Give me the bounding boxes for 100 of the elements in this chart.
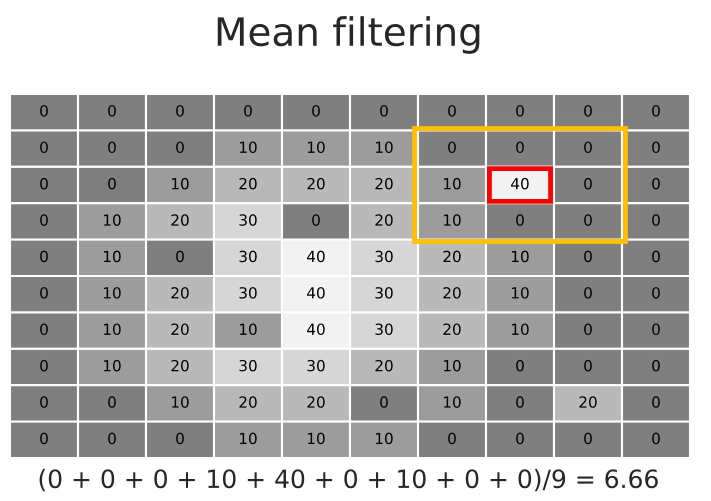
data-label: 20	[171, 323, 189, 336]
data-label: 10	[308, 432, 325, 444]
data-label: 0	[380, 105, 388, 117]
data-label: 0	[176, 432, 184, 444]
data-label: 30	[239, 214, 257, 226]
data-label: 0	[584, 323, 592, 336]
data-label: 0	[448, 105, 456, 117]
data-label: 20	[375, 214, 393, 226]
data-label: 0	[176, 105, 184, 117]
data-label: 0	[176, 250, 184, 262]
data-label: 0	[516, 214, 524, 226]
data-label: 30	[307, 360, 325, 372]
data-label: 0	[652, 360, 660, 372]
data-label: 0	[40, 250, 48, 262]
data-label: 10	[444, 214, 461, 226]
data-label: 0	[652, 432, 660, 444]
data-label: 0	[176, 141, 184, 154]
chart-title: Mean filtering	[218, 16, 480, 54]
data-label: 0	[244, 105, 252, 117]
data-label: 0	[40, 178, 48, 190]
data-label: 20	[443, 287, 461, 299]
data-label: 10	[104, 287, 121, 299]
data-label: 0	[448, 432, 456, 444]
data-label: 0	[652, 178, 660, 190]
data-label: 10	[308, 141, 325, 154]
data-label: 40	[307, 287, 325, 299]
data-label: 10	[376, 432, 393, 444]
data-label: 0	[40, 360, 48, 372]
data-label: 0	[516, 360, 524, 372]
data-label: 0	[40, 214, 48, 226]
data-label: 0	[108, 396, 116, 408]
data-label: 0	[108, 105, 116, 117]
data-label: 0	[652, 287, 660, 299]
data-label: 10	[104, 323, 121, 336]
data-label: 0	[584, 105, 592, 117]
data-label: 10	[512, 250, 529, 262]
data-label: 10	[444, 360, 461, 372]
data-label: 0	[448, 141, 456, 154]
data-label: 0	[652, 105, 660, 117]
data-label: 0	[652, 141, 660, 154]
data-label: 0	[652, 214, 660, 226]
data-label: 10	[104, 360, 121, 372]
data-label: 20	[171, 287, 189, 299]
data-label: 10	[240, 323, 257, 336]
data-label: 0	[652, 396, 660, 408]
data-label: 0	[584, 250, 592, 262]
data-label: 10	[444, 396, 461, 408]
data-label: 20	[375, 360, 393, 372]
data-label: 0	[652, 250, 660, 262]
data-label: 30	[375, 323, 393, 336]
data-label: 10	[240, 141, 257, 154]
data-label: 10	[104, 214, 121, 226]
data-label: 20	[171, 214, 189, 226]
data-label: 40	[307, 323, 325, 336]
data-label: 10	[376, 141, 393, 154]
data-label: 0	[312, 105, 320, 117]
data-label: 30	[239, 250, 257, 262]
data-label: 20	[171, 360, 189, 372]
data-label: 10	[444, 178, 461, 190]
data-label: 20	[307, 396, 325, 408]
data-label: 0	[584, 360, 592, 372]
data-label: 20	[239, 396, 257, 408]
data-label: 10	[104, 250, 121, 262]
data-label: 0	[652, 323, 660, 336]
data-label: 30	[375, 250, 393, 262]
data-label: 30	[239, 287, 257, 299]
data-label: 0	[584, 287, 592, 299]
data-label: 0	[108, 141, 116, 154]
data-label: 10	[240, 432, 257, 444]
data-label: 0	[312, 214, 320, 226]
data-label: 0	[584, 178, 592, 190]
data-label: 0	[40, 105, 48, 117]
data-label: 20	[579, 396, 597, 408]
data-label: 30	[375, 287, 393, 299]
data-label: 10	[512, 287, 529, 299]
data-label: 0	[380, 396, 388, 408]
data-label: 0	[584, 214, 592, 226]
data-label: 40	[307, 250, 325, 262]
data-label: 20	[239, 178, 257, 190]
data-label: 20	[443, 323, 461, 336]
data-label: 0	[108, 178, 116, 190]
data-label: 0	[40, 323, 48, 336]
data-label: 30	[239, 360, 257, 372]
data-label: 20	[307, 178, 325, 190]
data-label: 0	[40, 141, 48, 154]
data-label: 10	[172, 396, 189, 408]
data-label: 10	[172, 178, 189, 190]
text: (0 + 0 + 0 + 10 + 40 + 0 + 10 + 0 + 0)/9 = 6.66	[40, 468, 658, 492]
data-label: 0	[516, 432, 524, 444]
data-label: 0	[584, 432, 592, 444]
data-label: 0	[516, 141, 524, 154]
data-label: 20	[375, 178, 393, 190]
data-label: 0	[516, 105, 524, 117]
data-label: 0	[108, 432, 116, 444]
data-label: 0	[40, 396, 48, 408]
data-label: 0	[40, 432, 48, 444]
data-label: 20	[443, 250, 461, 262]
data-label: 40	[511, 178, 529, 190]
data-label: 10	[512, 323, 529, 336]
data-label: 0	[516, 396, 524, 408]
